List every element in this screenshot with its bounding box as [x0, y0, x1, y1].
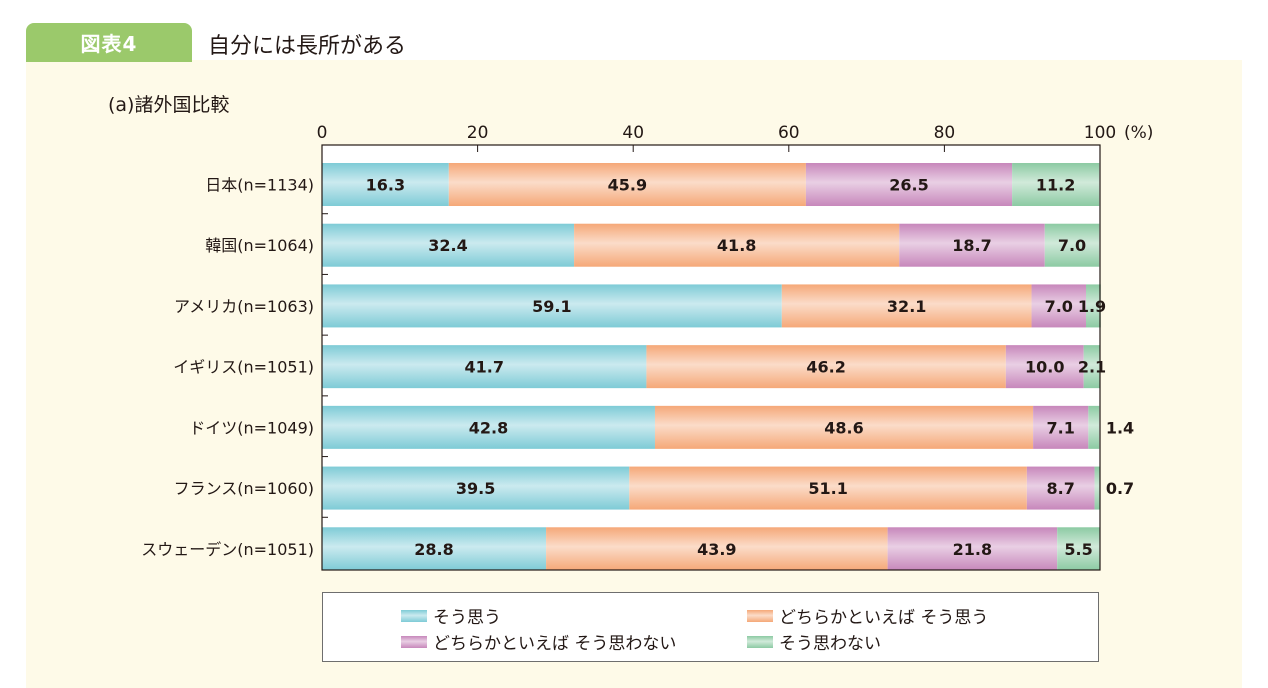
data-label: 39.5 — [456, 479, 495, 498]
bar-segment — [1012, 163, 1100, 206]
data-label: 0.7 — [1106, 479, 1134, 498]
bar-segment — [448, 163, 806, 206]
bar-segment — [322, 223, 575, 267]
bar-segment — [1005, 345, 1084, 389]
bar-segment — [1044, 223, 1100, 267]
data-label: 10.0 — [1025, 358, 1064, 377]
bar-segment — [654, 405, 1034, 449]
bar-segment — [1031, 284, 1086, 328]
bar-segment — [322, 345, 647, 389]
chart-subtitle: (a)諸外国比較 — [108, 94, 230, 116]
bar-segment — [322, 163, 449, 206]
figure-label: 図表4 — [80, 32, 138, 56]
bar-segment — [805, 163, 1013, 206]
bar-segment — [1094, 466, 1100, 510]
data-label: 32.1 — [887, 297, 926, 316]
category-label: アメリカ(n=1063) — [174, 297, 314, 316]
bar-segment — [322, 466, 630, 510]
data-label: 1.4 — [1106, 418, 1134, 437]
legend-item: そう思う — [401, 603, 501, 628]
bar-segment — [1026, 466, 1095, 510]
x-unit-label: (%) — [1124, 123, 1153, 143]
bar-segment — [1083, 345, 1100, 389]
data-label: 8.7 — [1047, 479, 1075, 498]
data-label: 32.4 — [428, 236, 467, 255]
x-tick-label: 0 — [317, 123, 328, 143]
data-label: 21.8 — [953, 540, 992, 559]
category-label: フランス(n=1060) — [174, 479, 314, 498]
category-label: ドイツ(n=1049) — [189, 418, 314, 437]
data-label: 5.5 — [1064, 540, 1092, 559]
figure-title: 自分には長所がある — [208, 34, 407, 59]
bar-segment — [322, 527, 547, 571]
data-label: 42.8 — [469, 418, 508, 437]
legend-item: そう思わない — [747, 629, 881, 654]
data-label: 45.9 — [608, 176, 647, 195]
data-label: 26.5 — [889, 176, 928, 195]
bar-segment — [629, 466, 1027, 510]
legend-swatch-somewhat-disagree — [401, 635, 427, 648]
legend-item: どちらかといえば そう思わない — [401, 629, 676, 654]
bar-segment — [1085, 284, 1101, 328]
category-label: 韓国(n=1064) — [205, 236, 314, 255]
data-label: 18.7 — [952, 236, 991, 255]
data-label: 28.8 — [414, 540, 453, 559]
x-tick-label: 80 — [934, 123, 956, 143]
data-label: 16.3 — [366, 176, 405, 195]
data-label: 7.0 — [1058, 236, 1086, 255]
legend-swatch-disagree — [747, 635, 773, 648]
data-label: 51.1 — [808, 479, 847, 498]
data-label: 46.2 — [806, 358, 845, 377]
legend-label: どちらかといえば そう思わない — [433, 634, 677, 654]
data-label: 11.2 — [1036, 176, 1075, 195]
data-label: 41.7 — [464, 358, 503, 377]
legend-label: そう思わない — [779, 634, 881, 654]
data-label: 2.1 — [1078, 358, 1106, 377]
bar-segment — [646, 345, 1006, 389]
bar-segment — [546, 527, 888, 571]
legend: そう思う どちらかといえば そう思う どちらかといえば そう思わない そう思わな… — [322, 592, 1099, 662]
data-label: 59.1 — [532, 297, 571, 316]
data-label: 43.9 — [697, 540, 736, 559]
data-label: 1.9 — [1078, 297, 1106, 316]
x-tick-label: 100 — [1084, 123, 1116, 143]
legend-label: どちらかといえば そう思う — [779, 608, 989, 628]
bar-segment — [322, 284, 782, 328]
legend-swatch-agree — [401, 609, 427, 622]
x-tick-label: 60 — [778, 123, 800, 143]
data-label: 7.0 — [1045, 297, 1073, 316]
legend-swatch-somewhat-agree — [747, 609, 773, 622]
bar-segment — [1057, 527, 1100, 571]
bar-segment — [1033, 405, 1089, 449]
x-tick-label: 40 — [622, 123, 644, 143]
plot-frame — [321, 144, 1101, 571]
figure-badge: 図表4 — [26, 23, 192, 62]
legend-label: そう思う — [433, 608, 501, 628]
x-tick-label: 20 — [467, 123, 489, 143]
data-label: 48.6 — [824, 418, 863, 437]
data-label: 7.1 — [1047, 418, 1075, 437]
category-label: イギリス(n=1051) — [173, 358, 314, 377]
category-label: スウェーデン(n=1051) — [141, 540, 314, 559]
bar-segment — [781, 284, 1032, 328]
legend-item: どちらかといえば そう思う — [747, 603, 988, 628]
bar-segment — [322, 405, 655, 449]
category-label: 日本(n=1134) — [205, 176, 314, 195]
bar-segment — [899, 223, 1045, 267]
bar-segment — [574, 223, 900, 267]
data-label: 41.8 — [717, 236, 756, 255]
bar-segment — [887, 527, 1058, 571]
bar-segment — [1088, 405, 1100, 449]
